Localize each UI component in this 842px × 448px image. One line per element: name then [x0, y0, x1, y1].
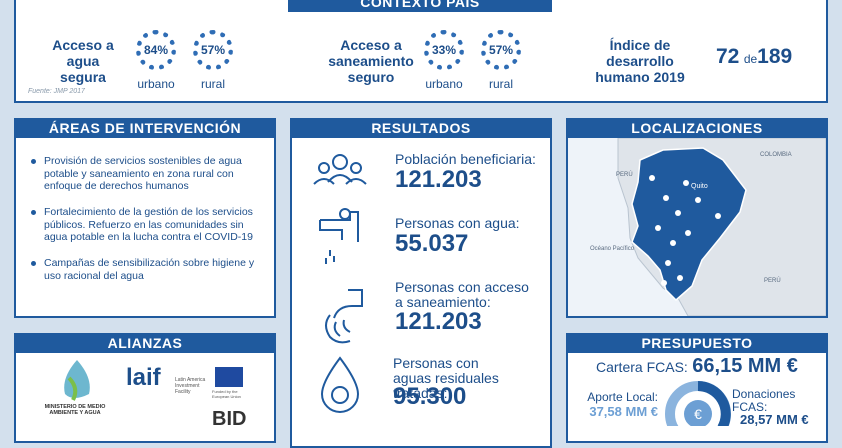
budget-donut: €	[665, 381, 731, 426]
result-value: 55.037	[395, 230, 469, 257]
laif-name: Latin America Investment Facility	[175, 377, 206, 395]
areas-panel	[14, 118, 276, 318]
hdi-rank: 72	[716, 45, 740, 68]
result-value: 121.203	[395, 166, 482, 193]
locations-title: LOCALIZACIONES	[566, 118, 828, 138]
area-item: Provisión de servicios sostenibles de ag…	[44, 155, 242, 192]
alliances-title: ALIANZAS	[14, 333, 276, 353]
bullet	[31, 210, 36, 215]
water-rural-label: rural	[200, 77, 225, 91]
water-rural-value: 57%	[193, 30, 233, 70]
result-label: Personas con aguas residuales tratadas:	[393, 355, 499, 401]
map-label: COLOMBIA	[760, 152, 792, 158]
source-note: Fuente: JMP 2017	[28, 88, 85, 95]
map-label: PERÚ	[764, 277, 781, 284]
map-label: Océano Pacífico	[590, 246, 635, 252]
sanitation-urban-label: urbano	[425, 77, 463, 91]
portfolio-value: 66,15 MM €	[692, 355, 798, 377]
hdi-label: Índice de desarrollo humano 2019	[595, 37, 685, 85]
sanitation-rural-value: 57%	[481, 30, 521, 70]
eu-text: Funded by the European Union	[212, 389, 241, 399]
bid-logo: BID	[212, 408, 247, 430]
result-label: Personas con acceso a saneamiento:	[395, 279, 529, 310]
sanitation-label: Acceso a saneamiento seguro	[328, 37, 414, 85]
sanitation-rural-label: rural	[488, 77, 513, 91]
laif-logo: laif	[126, 364, 161, 391]
ministry-name: MINISTERIO DE MEDIO AMBIENTE Y AGUA	[44, 404, 106, 416]
bullet	[31, 261, 36, 266]
svg-text:€: €	[694, 406, 702, 422]
bullet	[31, 159, 36, 164]
areas-title: ÁREAS DE INTERVENCIÓN	[14, 118, 276, 138]
ministry-logo	[64, 360, 90, 401]
map-label: Quito	[691, 183, 708, 190]
portfolio-label: Cartera FCAS:	[596, 359, 688, 375]
result-label: Población beneficiaria:	[395, 151, 536, 167]
eu-flag	[215, 367, 243, 387]
portfolio: Cartera FCAS: 66,15 MM €	[596, 355, 798, 378]
local-value: 37,58 MM €	[589, 404, 658, 419]
water-label: Acceso a agua segura	[52, 37, 114, 85]
context-title: CONTEXTO PAÍS	[288, 0, 552, 12]
donation-value: 28,57 MM €	[740, 412, 809, 427]
page: {"header": {"title": "CONTEXTO PAÍS"}, "…	[14, 0, 828, 448]
results-title: RESULTADOS	[290, 118, 552, 138]
result-value: 95.300	[393, 383, 467, 410]
map-label: PERÚ	[616, 171, 633, 178]
water-urban-value: 84%	[136, 30, 176, 70]
area-item: Campañas de sensibilización sobre higien…	[44, 257, 255, 282]
result-label: Personas con agua:	[395, 215, 520, 231]
result-value: 121.203	[395, 308, 482, 335]
area-item: Fortalecimiento de la gestión de los ser…	[44, 206, 253, 243]
local-label: Aporte Local:	[587, 390, 658, 404]
results-icons	[313, 154, 367, 413]
hdi-total: 189	[757, 45, 793, 68]
donation-label: Donaciones FCAS:	[732, 387, 796, 414]
water-urban-label: urbano	[137, 77, 175, 91]
hdi-value: 72 de189	[716, 45, 792, 69]
hdi-of: de	[743, 52, 758, 66]
sanitation-urban-value: 33%	[424, 30, 464, 70]
results-panel	[290, 118, 552, 448]
budget-title: PRESUPUESTO	[566, 333, 828, 353]
map: COLOMBIA PERÚ Quito Océano Pacífico PERÚ	[568, 138, 826, 316]
